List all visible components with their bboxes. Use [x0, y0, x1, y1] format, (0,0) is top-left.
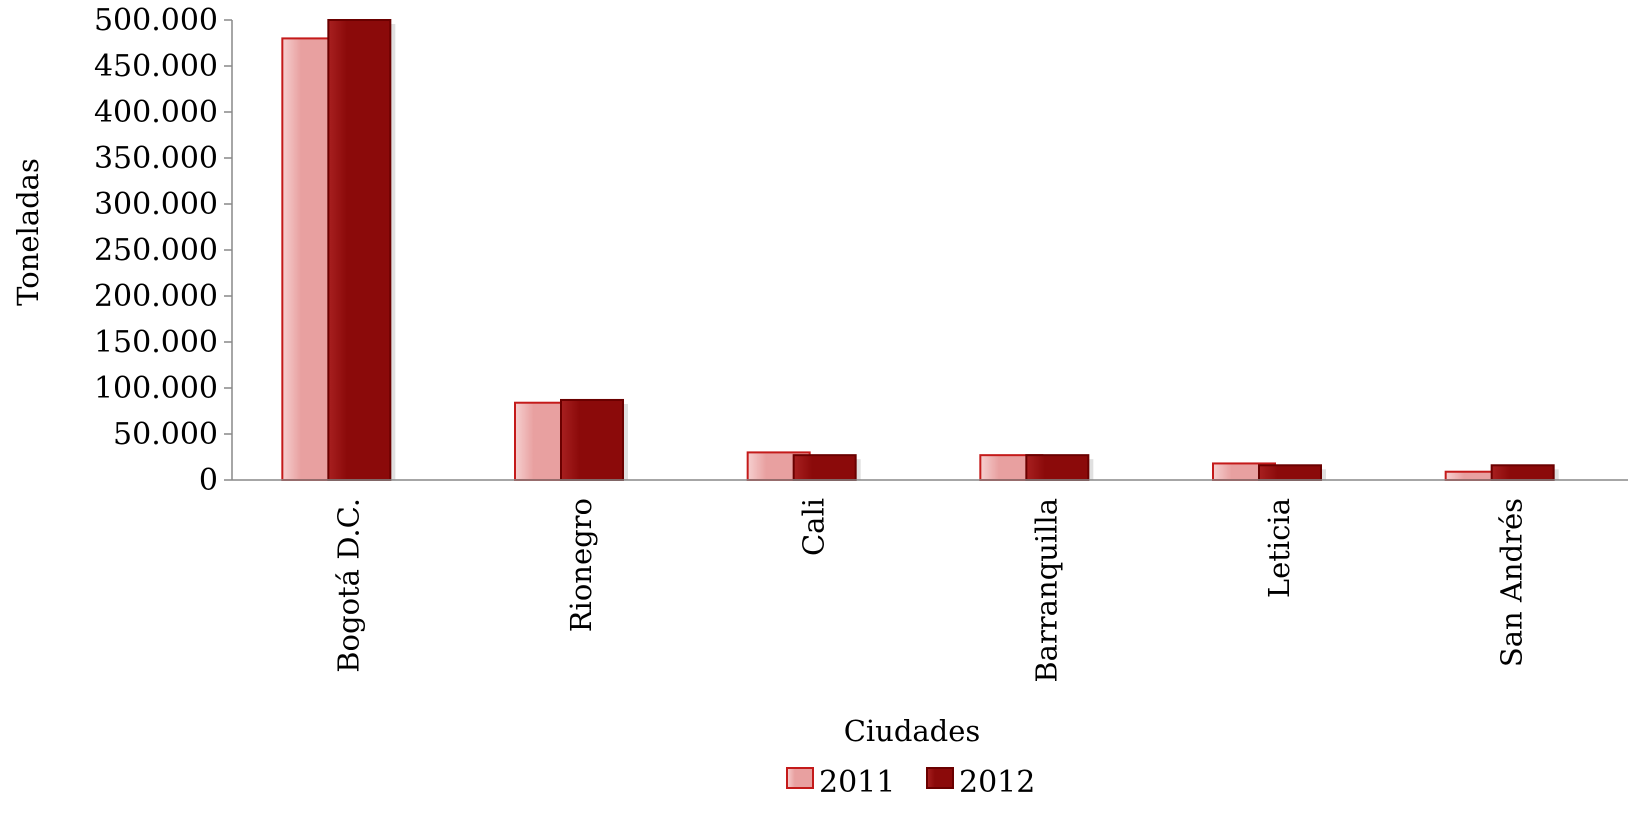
x-axis-title: Ciudades	[844, 714, 981, 748]
x-tick-label: San Andrés	[1495, 498, 1529, 667]
legend-swatch-2011	[786, 767, 814, 789]
x-tick-label: Rionegro	[564, 498, 598, 632]
y-tick-label: 450.000	[94, 49, 218, 84]
y-tick-label: 400.000	[94, 95, 218, 130]
y-tick-label: 50.000	[113, 417, 218, 452]
bar-2012-3	[1025, 454, 1090, 482]
bars	[281, 19, 1559, 482]
y-tick-label: 350.000	[94, 141, 218, 176]
y-tick-label: 100.000	[94, 371, 218, 406]
y-axis: 0 50.000 100.000 150.000 200.000 250.000 300.0…	[94, 3, 233, 498]
y-tick-label: 300.000	[94, 187, 218, 222]
legend-label-2011: 2011	[819, 765, 895, 800]
x-tick-label: Barranquilla	[1029, 498, 1063, 683]
x-tick-label: Leticia	[1262, 498, 1296, 598]
x-tick-label: Bogotá D.C.	[331, 498, 365, 673]
y-tick-label: 0	[199, 463, 218, 498]
y-tick-label: 250.000	[94, 233, 218, 268]
bar-2012-1	[560, 398, 624, 481]
legend: 2011 2012	[786, 765, 1035, 800]
x-tick-label: Cali	[797, 498, 831, 556]
y-tick-label: 200.000	[94, 279, 218, 314]
x-axis: Bogotá D.C. Rionegro Cali Barranquilla Letic…	[232, 479, 1628, 683]
y-tick-label: 500.000	[94, 3, 218, 38]
y-tick-label: 150.000	[94, 325, 218, 360]
legend-swatch-2012	[926, 767, 954, 789]
bar-2012-2	[792, 454, 857, 482]
bar-2012-4	[1258, 464, 1322, 481]
y-axis-title: Toneladas	[11, 158, 45, 306]
bar-2012-0	[327, 19, 392, 481]
bar-2012-5	[1490, 464, 1555, 481]
legend-label-2012: 2012	[959, 765, 1035, 800]
